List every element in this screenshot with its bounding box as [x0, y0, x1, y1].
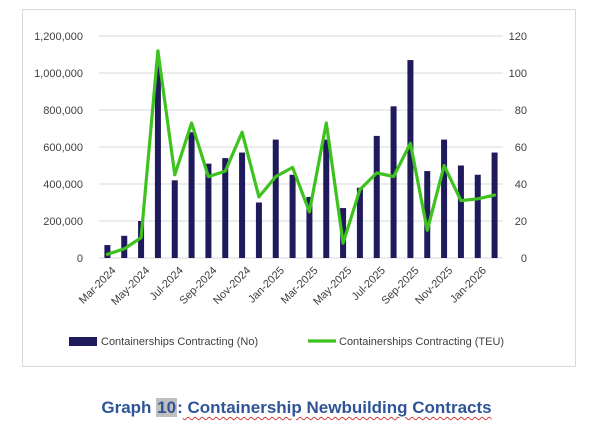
chart-caption: Graph 10: Containership Newbuilding Cont…	[0, 398, 593, 418]
bar	[491, 152, 498, 258]
bar	[306, 196, 313, 258]
legend-label-bar: Containerships Contracting (No)	[101, 336, 258, 348]
bar	[323, 139, 330, 258]
y-right-tick-label: 100	[509, 68, 527, 80]
caption-colon: :	[177, 398, 183, 417]
legend-swatch-bar	[69, 337, 97, 346]
bar	[205, 163, 212, 258]
bar	[373, 135, 380, 258]
bar	[222, 158, 229, 258]
bar	[424, 171, 431, 258]
bar	[356, 187, 363, 258]
bar	[188, 132, 195, 258]
y-left-tick-label: 400,000	[43, 179, 83, 191]
bar	[154, 63, 161, 258]
caption-title: Containership Newbuilding Contracts	[182, 398, 492, 417]
bar	[272, 139, 279, 258]
bar	[121, 235, 128, 258]
y-right-tick-label: 120	[509, 31, 527, 43]
y-left-tick-label: 800,000	[43, 105, 83, 117]
y-right-tick-label: 80	[515, 105, 527, 117]
bar	[104, 245, 111, 258]
y-left-tick-label: 1,200,000	[34, 31, 83, 43]
chart-frame: 0 200,000 400,000 600,000 800,000 1,000,000 1,…	[22, 9, 576, 367]
bar	[390, 106, 397, 258]
bar	[474, 174, 481, 258]
bar	[239, 152, 246, 258]
y-right-tick-label: 0	[521, 253, 527, 265]
legend-label-line: Containerships Contracting (TEU)	[339, 336, 504, 348]
y-left-tick-label: 1,000,000	[34, 68, 83, 80]
bar	[255, 202, 262, 258]
y-right-tick-label: 20	[515, 216, 527, 228]
bar	[171, 180, 178, 258]
caption-number: 10	[156, 398, 178, 417]
x-tick-label: Jan-2026	[448, 265, 489, 306]
chart-canvas: 0 200,000 400,000 600,000 800,000 1,000,000 1,…	[34, 31, 527, 348]
y-left-tick-label: 200,000	[43, 216, 83, 228]
y-right-tick-label: 40	[515, 179, 527, 191]
y-left-tick-label: 0	[77, 253, 83, 265]
bar	[441, 139, 448, 258]
bar	[457, 165, 464, 258]
caption-prefix: Graph	[101, 398, 157, 417]
y-left-tick-label: 600,000	[43, 142, 83, 154]
bar	[289, 174, 296, 258]
line-series	[105, 49, 497, 256]
y-right-tick-label: 60	[515, 142, 527, 154]
bar	[407, 60, 414, 258]
